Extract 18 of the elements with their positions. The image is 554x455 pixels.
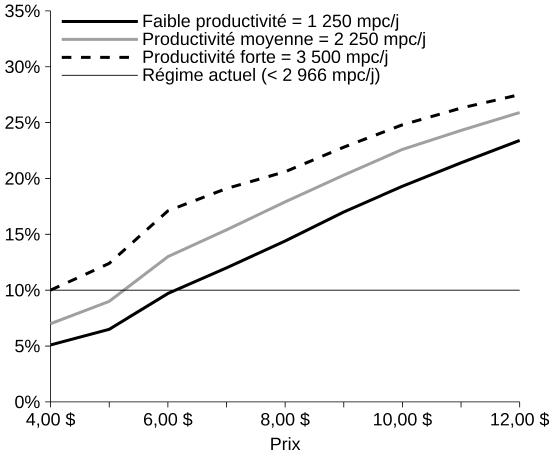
y-tick-label: 0% [15, 396, 40, 408]
x-axis-title: Prix [271, 437, 300, 450]
x-tick-label: 12,00 $ [491, 412, 550, 428]
x-tick-label: 4,00 $ [26, 412, 76, 428]
legend-label: Régime actuel (< 2 966 mpc/j) [144, 68, 380, 85]
x-tick-label: 8,00 $ [261, 412, 310, 428]
y-tick-label: 5% [15, 340, 40, 352]
y-tick-label: 20% [5, 172, 40, 185]
legend-label: Faible productivité = 1 250 mpc/j [144, 14, 398, 31]
legend-label: Productivité forte = 3 500 mpc/j [144, 50, 388, 67]
y-tick-label: 15% [6, 228, 40, 241]
x-tick-label: 10,00 $ [374, 412, 432, 428]
y-tick-label: 30% [5, 60, 40, 74]
y-tick-label: 10% [6, 284, 40, 297]
x-tick-label: 6,00 $ [144, 412, 192, 428]
y-tick-label: 35% [5, 4, 40, 18]
y-tick-label: 25% [5, 116, 40, 130]
legend-label: Productivité moyenne = 2 250 mpc/j [144, 32, 425, 49]
